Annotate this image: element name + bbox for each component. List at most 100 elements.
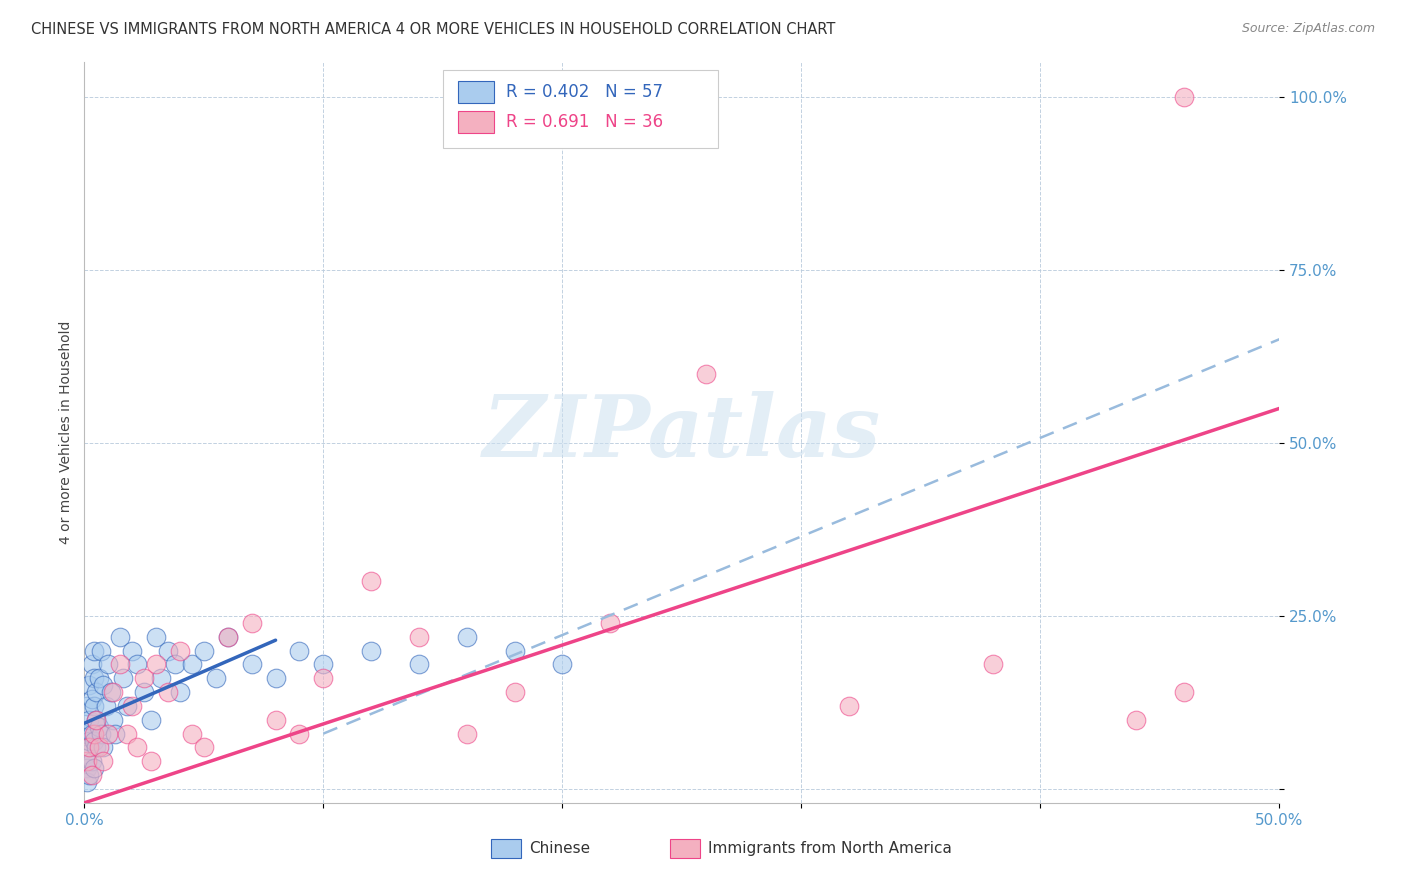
Point xyxy=(141,713,163,727)
Point xyxy=(240,657,263,672)
Point xyxy=(217,630,239,644)
Point xyxy=(80,754,103,768)
Point xyxy=(503,685,526,699)
Point xyxy=(121,643,143,657)
Point xyxy=(193,740,215,755)
Point xyxy=(360,643,382,657)
Point xyxy=(121,698,143,713)
Point xyxy=(132,671,156,685)
Point xyxy=(76,754,98,768)
Point xyxy=(456,630,478,644)
Point xyxy=(77,678,100,692)
Point xyxy=(93,678,115,692)
FancyBboxPatch shape xyxy=(491,839,520,858)
Point xyxy=(145,630,167,644)
Point xyxy=(76,761,98,775)
Point xyxy=(83,671,105,685)
Point xyxy=(205,671,228,685)
Point xyxy=(288,643,311,657)
Point xyxy=(181,726,204,740)
Y-axis label: 4 or more Vehicles in Household: 4 or more Vehicles in Household xyxy=(59,321,73,544)
Point xyxy=(86,713,108,727)
Point xyxy=(87,671,110,685)
Point xyxy=(312,671,335,685)
Text: Source: ZipAtlas.com: Source: ZipAtlas.com xyxy=(1241,22,1375,36)
Text: R = 0.691   N = 36: R = 0.691 N = 36 xyxy=(506,112,664,130)
Point xyxy=(838,698,860,713)
Point xyxy=(90,726,112,740)
Text: CHINESE VS IMMIGRANTS FROM NORTH AMERICA 4 OR MORE VEHICLES IN HOUSEHOLD CORRELA: CHINESE VS IMMIGRANTS FROM NORTH AMERICA… xyxy=(31,22,835,37)
FancyBboxPatch shape xyxy=(443,70,718,147)
Point xyxy=(132,685,156,699)
Point xyxy=(94,698,117,713)
Point xyxy=(503,643,526,657)
Point xyxy=(149,671,172,685)
Point xyxy=(77,713,100,727)
Point xyxy=(157,685,180,699)
Point xyxy=(76,726,98,740)
Point xyxy=(695,367,717,381)
Point xyxy=(981,657,1004,672)
Point xyxy=(93,740,115,755)
Point xyxy=(599,615,621,630)
Point xyxy=(141,754,163,768)
Point xyxy=(77,768,100,782)
FancyBboxPatch shape xyxy=(671,839,700,858)
Point xyxy=(101,713,124,727)
Point xyxy=(80,657,103,672)
Point xyxy=(125,657,148,672)
Point xyxy=(181,657,204,672)
Point xyxy=(240,615,263,630)
Text: ZIPatlas: ZIPatlas xyxy=(482,391,882,475)
Point xyxy=(80,768,103,782)
Point xyxy=(456,726,478,740)
Point xyxy=(80,726,103,740)
Text: Immigrants from North America: Immigrants from North America xyxy=(709,841,952,856)
Text: R = 0.402   N = 57: R = 0.402 N = 57 xyxy=(506,83,664,101)
Point xyxy=(145,657,167,672)
Point xyxy=(101,685,124,699)
Point xyxy=(76,775,98,789)
Point xyxy=(551,657,574,672)
Point xyxy=(1173,90,1195,104)
Point xyxy=(83,761,105,775)
Point xyxy=(87,720,110,734)
Point xyxy=(83,726,105,740)
Point xyxy=(100,685,122,699)
Point xyxy=(83,643,105,657)
Text: Chinese: Chinese xyxy=(529,841,591,856)
Point xyxy=(97,726,120,740)
Point xyxy=(110,630,132,644)
Point xyxy=(169,685,191,699)
Point xyxy=(76,698,98,713)
Point xyxy=(97,657,120,672)
Point xyxy=(1173,685,1195,699)
Point xyxy=(86,740,108,755)
Point xyxy=(217,630,239,644)
Point xyxy=(157,643,180,657)
Point xyxy=(1125,713,1147,727)
Point xyxy=(408,657,430,672)
Point xyxy=(360,574,382,589)
FancyBboxPatch shape xyxy=(458,111,495,133)
Point xyxy=(264,713,287,727)
FancyBboxPatch shape xyxy=(458,81,495,103)
Point xyxy=(104,726,127,740)
Point xyxy=(264,671,287,685)
Point xyxy=(169,643,191,657)
Point xyxy=(76,747,98,762)
Point xyxy=(117,726,139,740)
Point xyxy=(288,726,311,740)
Point xyxy=(111,671,134,685)
Point xyxy=(193,643,215,657)
Point xyxy=(77,733,100,747)
Point xyxy=(86,685,108,699)
Point xyxy=(83,698,105,713)
Point xyxy=(90,643,112,657)
Point xyxy=(125,740,148,755)
Point xyxy=(86,713,108,727)
Point xyxy=(110,657,132,672)
Point xyxy=(87,740,110,755)
Point xyxy=(80,692,103,706)
Point xyxy=(165,657,187,672)
